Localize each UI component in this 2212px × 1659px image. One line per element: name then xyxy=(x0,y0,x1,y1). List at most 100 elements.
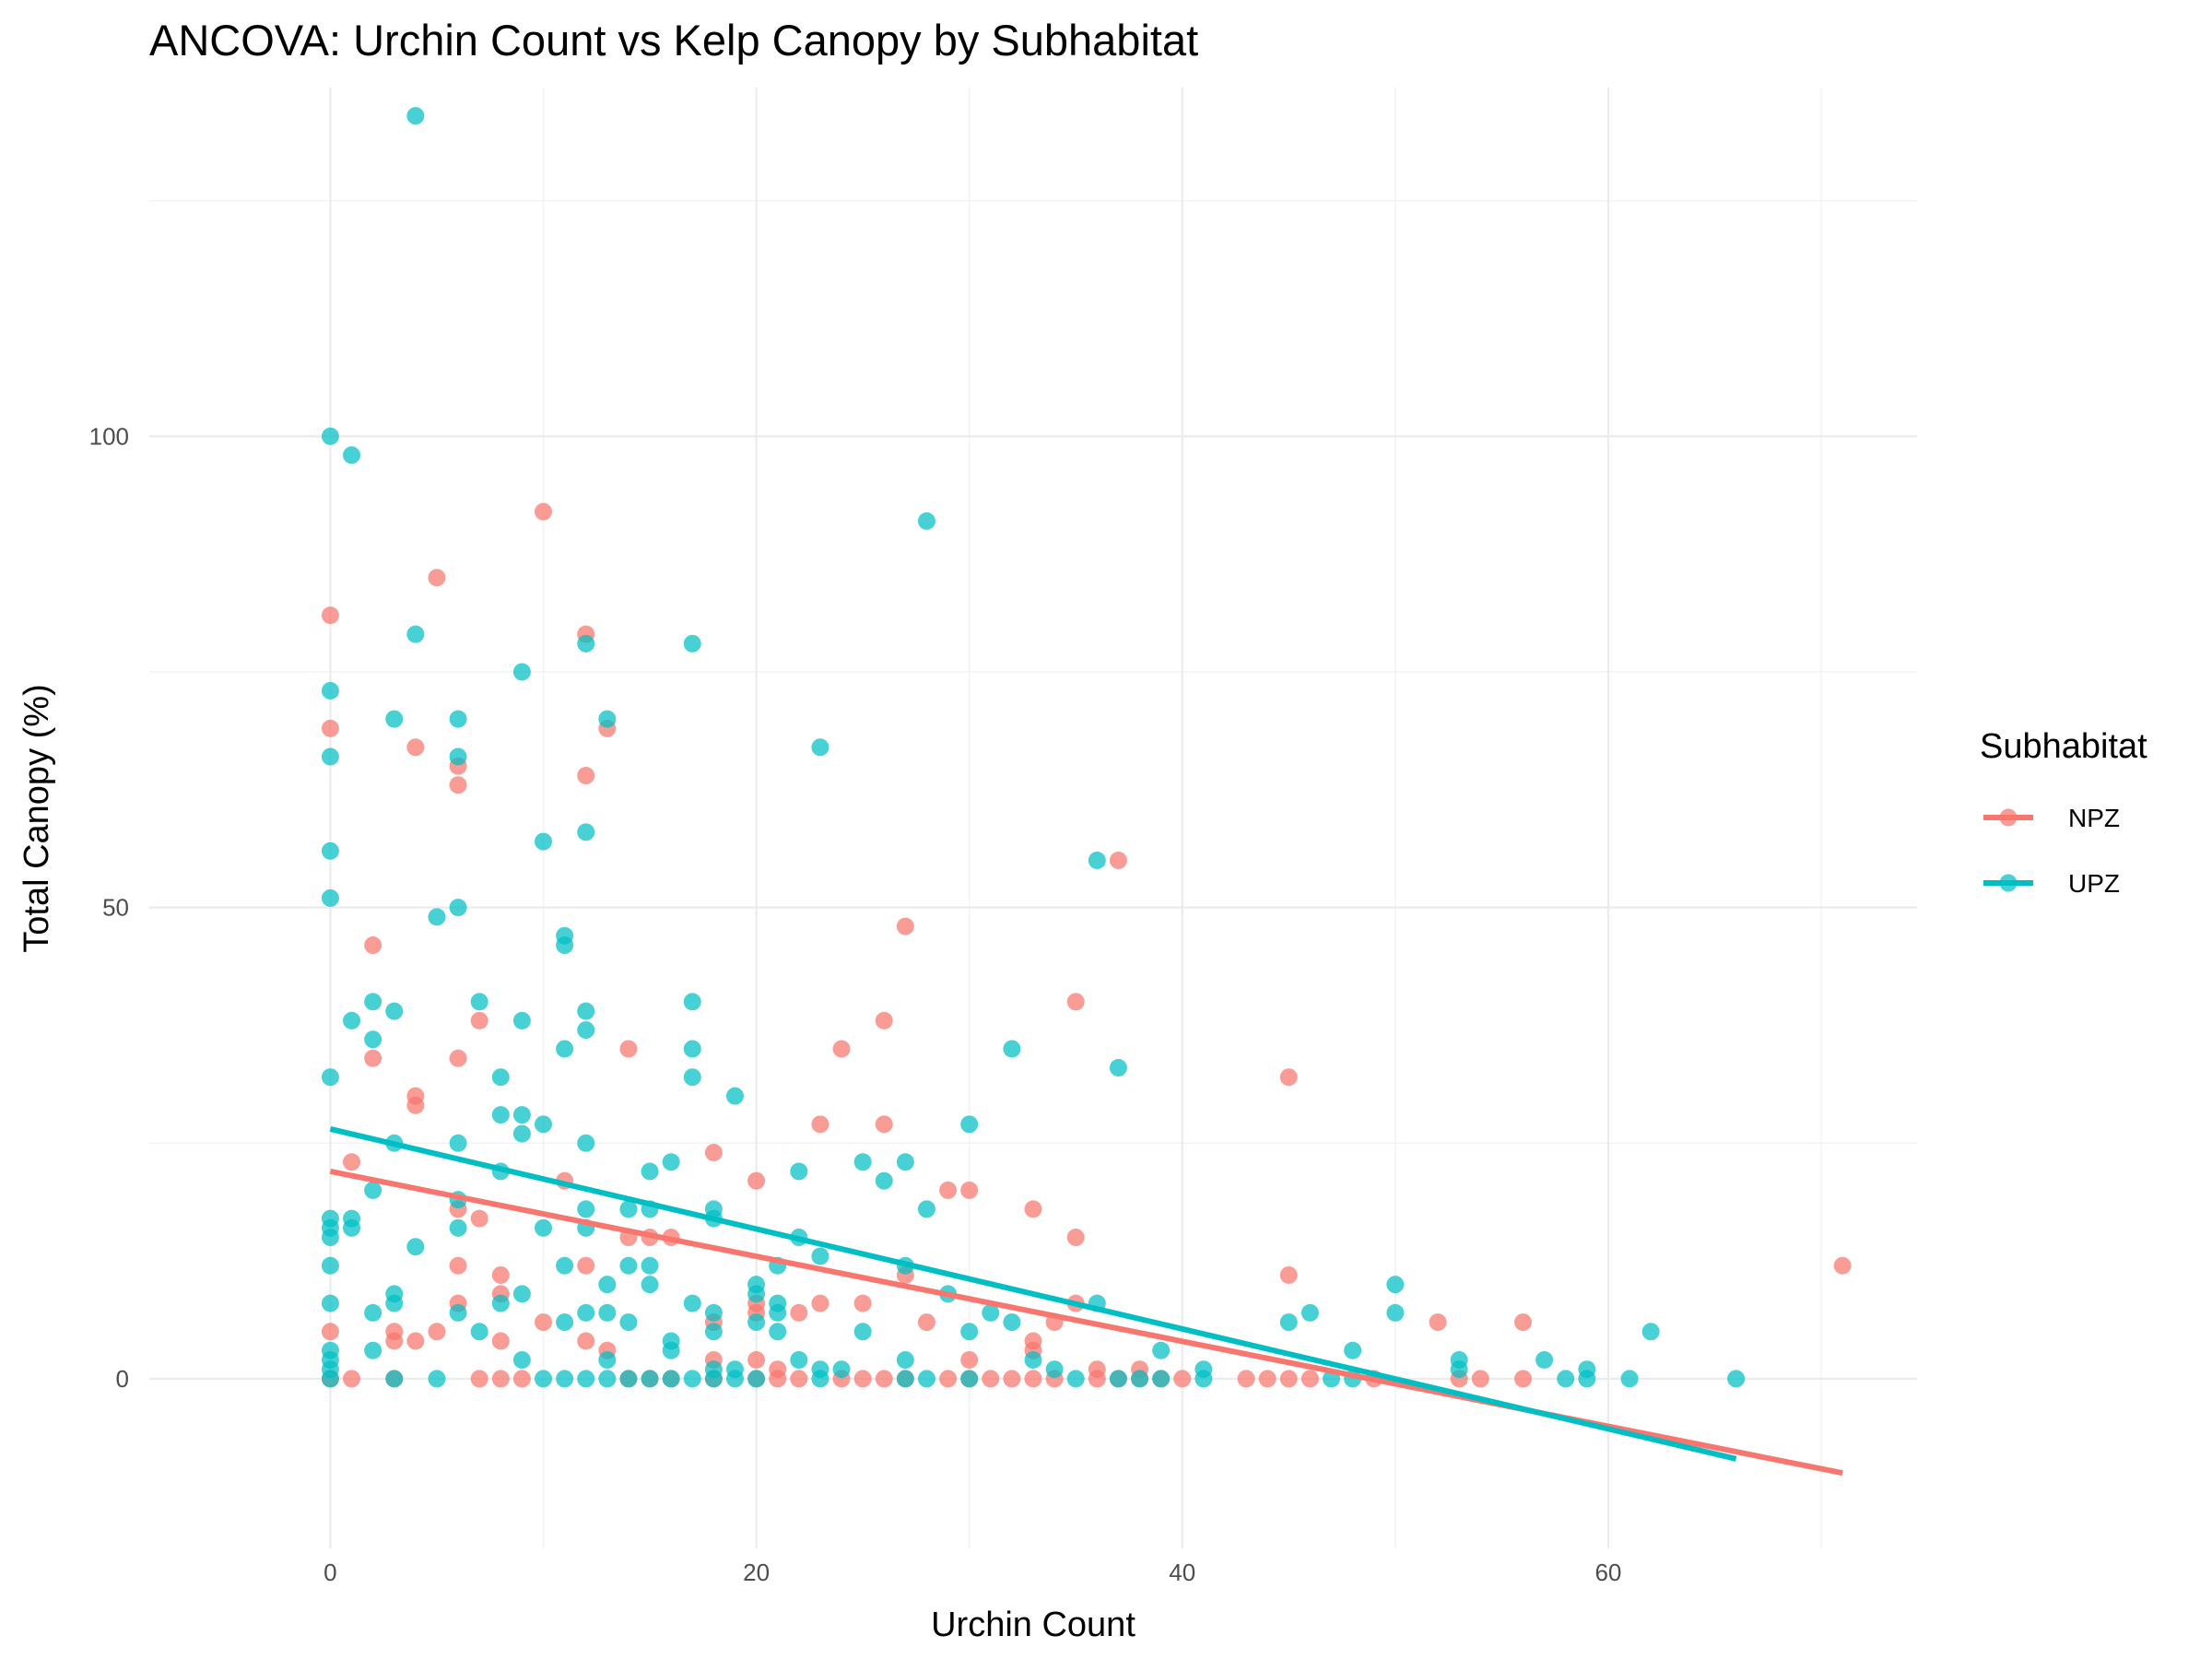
point-npz xyxy=(385,1332,404,1350)
point-npz xyxy=(875,1011,893,1030)
point-npz xyxy=(1279,1370,1298,1388)
legend-label-npz: NPZ xyxy=(2068,804,2120,832)
point-upz xyxy=(385,1370,404,1388)
point-npz xyxy=(491,1332,510,1350)
point-upz xyxy=(1300,1303,1319,1322)
point-upz xyxy=(662,1341,680,1359)
point-upz xyxy=(577,634,595,653)
point-upz xyxy=(406,1238,425,1256)
point-npz xyxy=(811,1294,830,1312)
point-upz xyxy=(470,993,488,1011)
point-npz xyxy=(1429,1313,1447,1332)
point-npz xyxy=(875,1370,893,1388)
point-upz xyxy=(343,446,361,465)
point-npz xyxy=(406,738,425,757)
point-upz xyxy=(385,1002,404,1020)
y-tick-label: 50 xyxy=(102,894,129,922)
point-npz xyxy=(1279,1265,1298,1284)
point-npz xyxy=(1237,1370,1255,1388)
point-upz xyxy=(577,823,595,841)
point-upz xyxy=(512,1124,531,1143)
point-upz xyxy=(535,1370,553,1388)
regression-line-upz xyxy=(329,1126,1737,1462)
point-upz xyxy=(683,993,701,1011)
point-upz xyxy=(1344,1341,1362,1359)
point-upz xyxy=(960,1370,979,1388)
point-upz xyxy=(1109,1058,1127,1077)
point-upz xyxy=(449,1134,467,1152)
point-upz xyxy=(321,888,339,907)
point-npz xyxy=(406,1096,425,1114)
point-upz xyxy=(1088,852,1106,870)
point-npz xyxy=(619,1040,638,1058)
point-npz xyxy=(1513,1370,1532,1388)
point-upz xyxy=(683,634,701,653)
point-npz xyxy=(1066,993,1085,1011)
point-npz xyxy=(1173,1370,1192,1388)
point-upz xyxy=(747,1313,766,1332)
point-npz xyxy=(535,1313,553,1332)
point-npz xyxy=(1088,1370,1106,1388)
legend-label-upz: UPZ xyxy=(2068,869,2120,898)
point-upz xyxy=(683,1040,701,1058)
point-npz xyxy=(577,1256,595,1275)
point-upz xyxy=(641,1276,659,1294)
point-upz xyxy=(385,710,404,728)
point-upz xyxy=(896,1370,914,1388)
point-upz xyxy=(385,1294,404,1312)
point-upz xyxy=(960,1323,979,1341)
point-upz xyxy=(364,1181,382,1199)
point-upz xyxy=(1152,1370,1171,1388)
point-upz xyxy=(1620,1370,1639,1388)
point-npz xyxy=(428,1323,446,1341)
point-upz xyxy=(1024,1350,1042,1369)
point-npz xyxy=(1003,1370,1021,1388)
point-upz xyxy=(853,1323,872,1341)
series-npz-points xyxy=(321,502,1852,1388)
point-upz xyxy=(321,1229,339,1247)
point-upz xyxy=(577,1002,595,1020)
point-upz xyxy=(662,1370,680,1388)
point-npz xyxy=(982,1370,1000,1388)
point-upz xyxy=(512,663,531,681)
point-npz xyxy=(790,1303,808,1322)
point-npz xyxy=(939,1181,958,1199)
point-upz xyxy=(428,1370,446,1388)
point-upz xyxy=(1003,1040,1021,1058)
point-npz xyxy=(917,1313,935,1332)
point-upz xyxy=(577,1303,595,1322)
point-upz xyxy=(641,1370,659,1388)
point-upz xyxy=(747,1370,766,1388)
point-upz xyxy=(747,1285,766,1303)
point-upz xyxy=(598,1370,617,1388)
point-upz xyxy=(790,1350,808,1369)
point-upz xyxy=(1279,1313,1298,1332)
point-npz xyxy=(512,1370,531,1388)
legend-title: Subhabitat xyxy=(1980,727,2147,766)
point-upz xyxy=(491,1068,510,1087)
point-upz xyxy=(875,1171,893,1190)
point-npz xyxy=(1109,852,1127,870)
y-axis-title: Total Canopy (%) xyxy=(18,684,56,952)
point-npz xyxy=(811,1115,830,1134)
point-upz xyxy=(406,107,425,125)
point-npz xyxy=(1279,1068,1298,1087)
series-upz-points xyxy=(321,107,1746,1388)
point-upz xyxy=(321,427,339,445)
point-upz xyxy=(512,1011,531,1030)
point-npz xyxy=(1024,1370,1042,1388)
point-upz xyxy=(364,1303,382,1322)
point-upz xyxy=(321,747,339,766)
point-upz xyxy=(577,1134,595,1152)
point-upz xyxy=(896,1350,914,1369)
point-upz xyxy=(556,1040,574,1058)
point-npz xyxy=(896,917,914,935)
point-upz xyxy=(896,1153,914,1171)
point-upz xyxy=(917,1200,935,1218)
point-upz xyxy=(406,625,425,643)
point-upz xyxy=(577,1370,595,1388)
point-upz xyxy=(321,681,339,700)
point-npz xyxy=(747,1350,766,1369)
point-npz xyxy=(853,1370,872,1388)
point-upz xyxy=(704,1323,723,1341)
